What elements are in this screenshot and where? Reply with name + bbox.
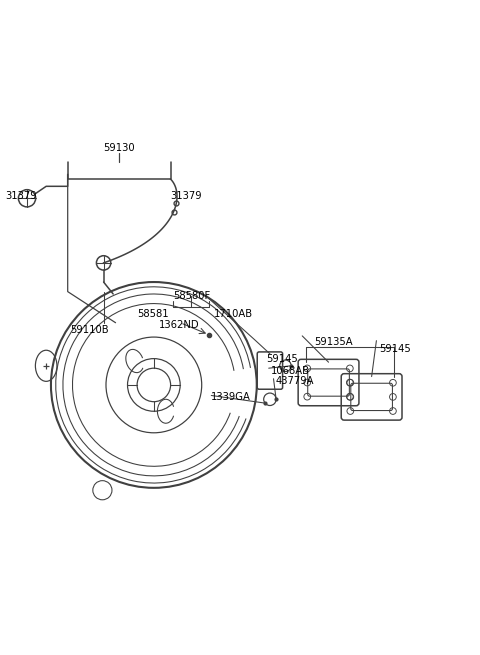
Text: 31379: 31379 — [5, 191, 37, 201]
Text: 1068AB: 1068AB — [271, 365, 310, 375]
Text: 1362ND: 1362ND — [158, 320, 199, 330]
Text: 43779A: 43779A — [276, 376, 314, 386]
Text: 58580F: 58580F — [173, 291, 210, 301]
Text: 59130: 59130 — [104, 143, 135, 153]
Text: 59110B: 59110B — [70, 325, 108, 335]
Text: 58581: 58581 — [137, 309, 169, 319]
Text: 59135A: 59135A — [314, 337, 353, 347]
Text: 59145: 59145 — [379, 344, 410, 354]
Text: 1339GA: 1339GA — [211, 392, 251, 402]
Text: 59145: 59145 — [266, 354, 298, 364]
Text: 31379: 31379 — [170, 191, 202, 201]
Text: 1710AB: 1710AB — [214, 309, 253, 319]
